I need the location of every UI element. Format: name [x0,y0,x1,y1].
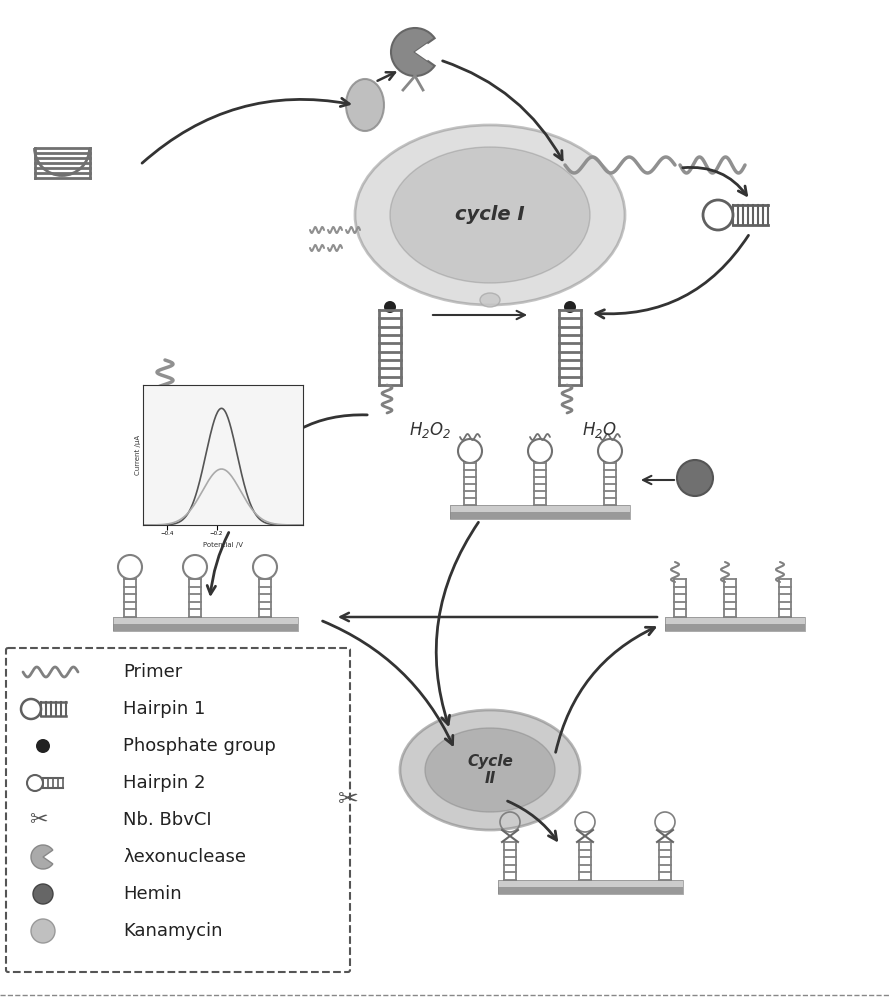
Ellipse shape [480,293,500,307]
Text: Kanamycin: Kanamycin [123,922,223,940]
Bar [450,512,630,519]
Circle shape [36,739,50,753]
Ellipse shape [425,728,555,812]
Text: λexonuclease: λexonuclease [123,848,246,866]
FancyBboxPatch shape [6,648,350,972]
Text: Hairpin 1: Hairpin 1 [123,700,205,718]
Bar [498,880,683,894]
Circle shape [677,460,713,496]
Circle shape [564,301,576,313]
Bar [113,624,298,631]
Circle shape [33,884,53,904]
Text: ✂: ✂ [29,810,47,830]
Bar [113,617,298,631]
Bar [113,617,298,624]
Wedge shape [415,43,430,61]
Circle shape [31,919,55,943]
Text: Primer: Primer [123,663,183,681]
Bar [665,617,805,624]
Text: Nb. BbvCI: Nb. BbvCI [123,811,212,829]
Text: ✂: ✂ [338,788,358,812]
Text: $\mathregular{H_2O_2}$: $\mathregular{H_2O_2}$ [409,420,451,440]
Bar [450,505,630,512]
Ellipse shape [355,125,625,305]
Circle shape [384,301,396,313]
Text: Hairpin 2: Hairpin 2 [123,774,206,792]
Bar [665,617,805,631]
Y-axis label: Current /μA: Current /μA [135,435,141,475]
Text: $\mathregular{H_2O}$: $\mathregular{H_2O}$ [583,420,617,440]
Bar [498,887,683,894]
Ellipse shape [390,147,590,283]
Text: Phosphate group: Phosphate group [123,737,276,755]
Ellipse shape [346,79,384,131]
Text: Hemin: Hemin [123,885,182,903]
Text: cycle I: cycle I [455,206,525,225]
Wedge shape [31,845,53,869]
X-axis label: Potential /V: Potential /V [203,542,242,548]
Wedge shape [391,28,435,76]
Bar [450,505,630,519]
Bar [498,880,683,887]
Ellipse shape [400,710,580,830]
Text: Cycle
II: Cycle II [467,754,513,786]
Bar [665,624,805,631]
